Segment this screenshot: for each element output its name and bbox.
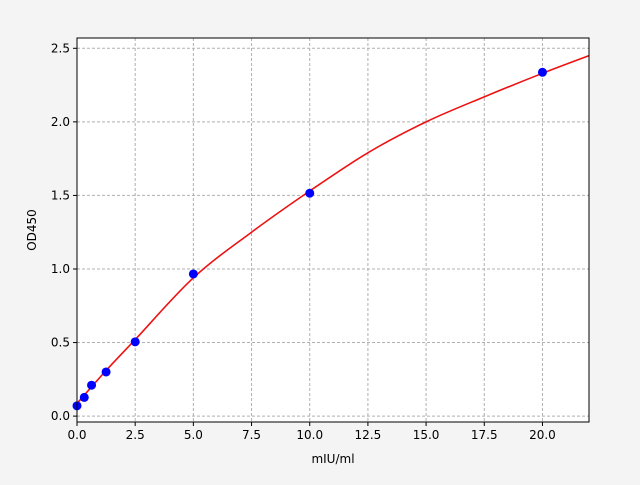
x-tick-label: 17.5: [471, 428, 498, 442]
x-tick-label: 0.0: [67, 428, 86, 442]
x-tick-label: 20.0: [529, 428, 556, 442]
y-tick-label: 1.0: [51, 262, 70, 276]
y-tick-label: 1.5: [51, 188, 70, 202]
y-axis-label: OD450: [25, 209, 39, 251]
data-point: [79, 392, 89, 402]
data-point: [130, 337, 140, 347]
data-point: [188, 269, 198, 279]
data-point: [537, 67, 547, 77]
x-tick-label: 10.0: [296, 428, 323, 442]
x-tick-label: 7.5: [242, 428, 261, 442]
x-tick-label: 12.5: [355, 428, 382, 442]
x-tick-label: 2.5: [126, 428, 145, 442]
data-point: [87, 380, 97, 390]
x-axis-label: mIU/ml: [311, 452, 354, 466]
y-tick-label: 2.5: [51, 41, 70, 55]
plot-area: [77, 38, 589, 422]
y-tick-label: 2.0: [51, 115, 70, 129]
data-point: [305, 188, 315, 198]
data-point: [101, 367, 111, 377]
x-tick-label: 15.0: [413, 428, 440, 442]
y-tick-label: 0.0: [51, 409, 70, 423]
plot-frame: [76, 37, 590, 423]
x-tick-label: 5.0: [184, 428, 203, 442]
y-tick-label: 0.5: [51, 336, 70, 350]
